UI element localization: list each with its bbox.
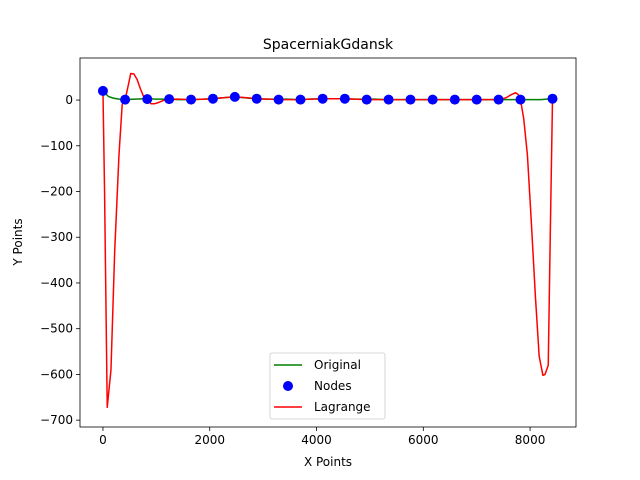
x-tick-label: 4000 [301, 433, 332, 447]
y-axis: −700 −600 −500 −400 −300 −200 −100 0 [40, 93, 80, 427]
x-tick-label: 2000 [194, 433, 225, 447]
nodes-point [142, 94, 153, 105]
x-axis-label: X Points [304, 455, 352, 469]
y-tick-label: −200 [40, 185, 73, 199]
nodes-point [295, 94, 306, 105]
x-tick-label: 0 [99, 433, 107, 447]
chart-title: SpacerniakGdansk [263, 37, 394, 53]
y-tick-label: −400 [40, 276, 73, 290]
legend: Original Nodes Lagrange [269, 352, 386, 420]
nodes-point [405, 94, 416, 105]
x-tick-label: 6000 [408, 433, 439, 447]
nodes-point [97, 85, 108, 96]
y-tick-label: 0 [65, 93, 73, 107]
nodes-point [251, 93, 262, 104]
nodes-point [229, 91, 240, 102]
nodes-point [207, 93, 218, 104]
legend-label-original: Original [314, 358, 361, 372]
nodes-point [383, 94, 394, 105]
nodes-point [547, 93, 558, 104]
y-tick-label: −700 [40, 413, 73, 427]
y-axis-label: Y Points [11, 218, 25, 266]
nodes-point [427, 94, 438, 105]
legend-label-nodes: Nodes [314, 379, 352, 393]
series-layer [97, 72, 558, 409]
nodes-point [186, 94, 197, 105]
nodes-point [493, 94, 504, 105]
y-tick-label: −100 [40, 139, 73, 153]
nodes-point [120, 94, 131, 105]
nodes-point [164, 94, 175, 105]
nodes-point [515, 94, 526, 105]
nodes-point [273, 94, 284, 105]
nodes-point [449, 94, 460, 105]
x-tick-label: 8000 [515, 433, 546, 447]
nodes-point [339, 93, 350, 104]
x-axis: 0 2000 4000 6000 8000 [99, 427, 545, 447]
legend-swatch-nodes [283, 381, 293, 391]
nodes-point [317, 93, 328, 104]
nodes-point [361, 94, 372, 105]
y-tick-label: −600 [40, 367, 73, 381]
legend-box [269, 352, 386, 420]
nodes-point [471, 94, 482, 105]
legend-label-lagrange: Lagrange [314, 400, 371, 414]
y-tick-label: −300 [40, 230, 73, 244]
y-tick-label: −500 [40, 322, 73, 336]
